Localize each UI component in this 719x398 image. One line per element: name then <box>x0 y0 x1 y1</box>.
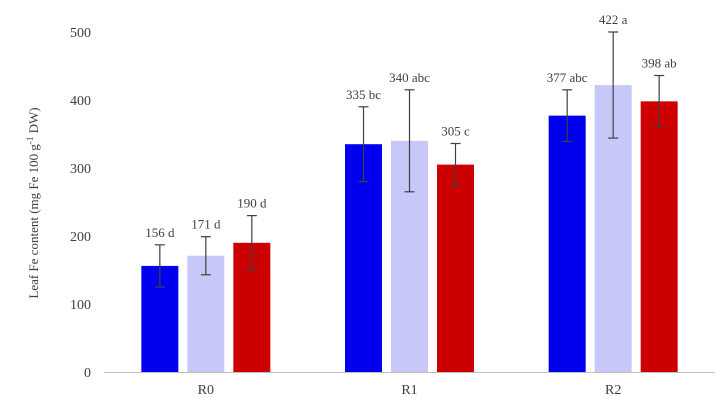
y-axis-label-main: Leaf Fe content (mg Fe 100 g <box>26 144 41 299</box>
error-bar <box>404 89 415 193</box>
y-tick-label: 400 <box>70 94 91 109</box>
bar <box>548 115 586 372</box>
svg-text:Leaf Fe content (mg Fe 100 g-1: Leaf Fe content (mg Fe 100 g-1 DW) <box>25 107 41 298</box>
data-label: 377 abc <box>547 70 588 85</box>
error-bar <box>608 31 619 139</box>
y-tick-label: 300 <box>70 162 91 177</box>
y-axis-ticks: 0 100 200 300 400 500 <box>70 26 91 381</box>
data-labels-group: 156 d 171 d 190 d 335 bc 340 abc 305 c 377 abc… <box>145 12 676 240</box>
error-bars-group <box>154 31 665 288</box>
data-label: 340 abc <box>389 70 430 85</box>
y-tick-label: 200 <box>70 230 91 245</box>
y-axis-label-superscript: -1 <box>25 137 35 145</box>
error-bar <box>154 244 165 288</box>
error-bar <box>654 74 665 128</box>
data-label: 156 d <box>145 225 175 240</box>
data-label: 398 ab <box>642 56 677 71</box>
bars-group <box>141 85 678 373</box>
data-label: 171 d <box>191 217 221 232</box>
bar <box>437 164 474 372</box>
error-bar <box>246 215 257 271</box>
error-bar <box>450 142 461 187</box>
data-label: 305 c <box>441 124 470 139</box>
y-axis-label-tail: DW) <box>26 107 41 136</box>
data-label: 335 bc <box>346 87 381 102</box>
x-axis-categories: R0 R1 R2 <box>198 383 622 398</box>
x-category-label: R2 <box>605 383 621 398</box>
bar <box>640 101 678 373</box>
error-bar <box>358 106 369 183</box>
data-label: 422 a <box>599 12 628 27</box>
y-tick-label: 500 <box>70 26 91 41</box>
data-label: 190 d <box>237 196 267 211</box>
x-category-label: R0 <box>198 383 214 398</box>
y-tick-label: 0 <box>84 366 91 381</box>
y-tick-label: 100 <box>70 298 91 313</box>
x-category-label: R1 <box>401 383 417 398</box>
error-bar <box>562 89 573 143</box>
error-bar <box>200 236 211 276</box>
y-axis-label: Leaf Fe content (mg Fe 100 g-1 DW) <box>25 107 41 298</box>
